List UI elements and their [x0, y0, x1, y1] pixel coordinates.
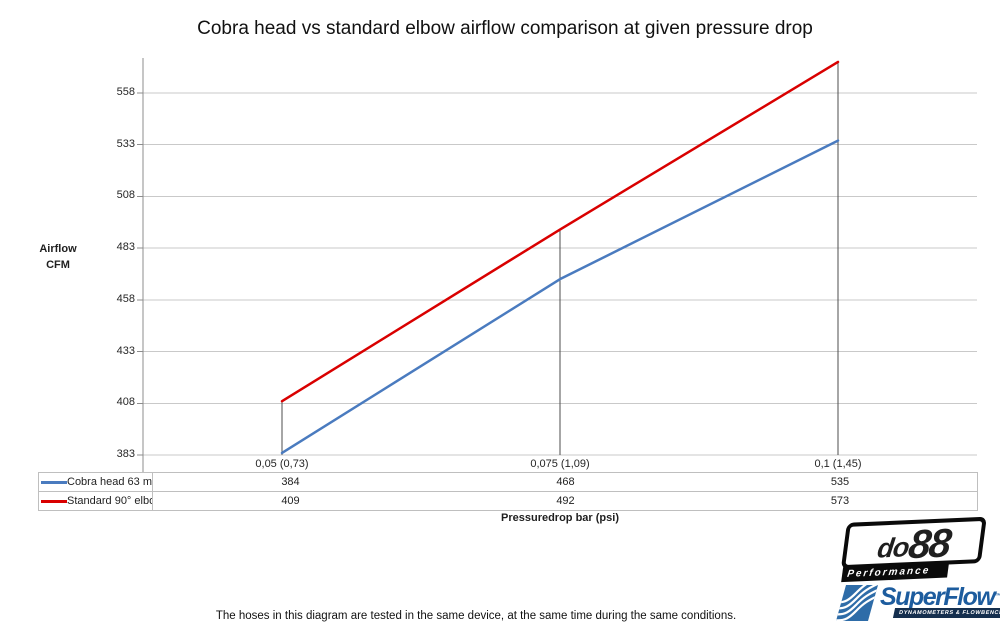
legend-row-elbow: Standard 90° elbow: [38, 492, 153, 510]
y-tick-label: 408: [116, 396, 135, 409]
legend-row-cobra: Cobra head 63 mm: [38, 473, 153, 492]
do88-text-do: do: [875, 532, 911, 564]
y-tick-label: 558: [116, 86, 135, 98]
superflow-logo: SuperFlow™ DYNAMOMETERS & FLOWBENCHES: [836, 584, 1000, 622]
x-category-label: 0,075 (1,09): [530, 458, 590, 470]
y-axis-title-line2: CFM: [46, 259, 70, 271]
series-line-cobra-head-63-mm: [280, 139, 840, 455]
y-tick-label: 483: [116, 241, 135, 254]
series-name: Standard 90° elbow: [67, 495, 152, 507]
series-name: Cobra head 63 mm: [67, 476, 153, 488]
footer-note: The hoses in this diagram are tested in …: [215, 610, 737, 622]
y-tick-label: 458: [116, 292, 135, 305]
table-cell: 409: [281, 495, 300, 507]
table-cell: 535: [703, 473, 978, 492]
y-axis-title: Airflow CFM: [22, 241, 94, 273]
x-axis-title: Pressuredrop bar (psi): [501, 512, 619, 524]
superflow-wordmark: SuperFlow: [880, 583, 996, 611]
y-tick-label: 433: [116, 344, 135, 357]
do88-logo: do 88 Performance: [839, 516, 987, 583]
table-cell: 384: [153, 473, 428, 492]
superflow-wave-icon: [836, 585, 878, 621]
y-tick-label: 533: [116, 137, 135, 150]
data-table: Cobra head 63 mm 384 468 535 Standard 90…: [38, 472, 978, 511]
x-category-label: 0,1 (1,45): [814, 458, 862, 470]
y-axis-title-line1: Airflow: [39, 243, 77, 255]
y-tick-label: 508: [116, 189, 135, 202]
do88-logo-text: do 88: [840, 516, 987, 570]
series-line-standard-90-elbow: [280, 60, 840, 403]
superflow-text-block: SuperFlow™ DYNAMOMETERS & FLOWBENCHES: [880, 584, 1000, 618]
trademark-symbol: ™: [994, 593, 1000, 600]
legend-swatch-red: [41, 499, 67, 503]
table-cell: 492: [556, 495, 575, 507]
y-tick-label: 383: [116, 448, 135, 460]
x-category-label: 0,05 (0,73): [255, 458, 309, 470]
do88-text-88: 88: [905, 521, 953, 568]
table-cell: 573: [703, 492, 978, 510]
superflow-logo-text: SuperFlow™: [880, 584, 1000, 610]
chart-title: Cobra head vs standard elbow airflow com…: [197, 18, 813, 39]
table-cell: 468: [428, 473, 703, 492]
legend-swatch-blue: [41, 480, 67, 484]
